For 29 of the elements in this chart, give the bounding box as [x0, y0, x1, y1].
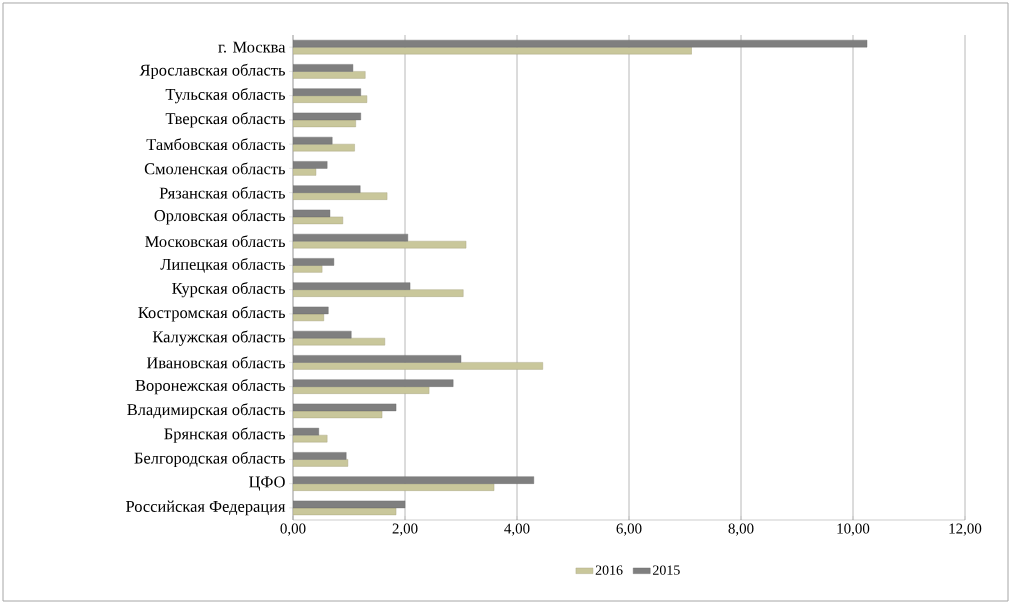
- y-tick-label: Белгородская область: [134, 451, 286, 468]
- legend-label: 2015: [653, 565, 680, 575]
- x-tick-label: 10,00: [837, 523, 870, 536]
- y-tick-label: Московская область: [145, 235, 286, 248]
- y-tick-label: Тверская область: [165, 112, 286, 128]
- x-tick-label: 0,00: [280, 523, 306, 536]
- y-tick-label: Тульская область: [165, 87, 286, 104]
- y-tick-label: ЦФО: [249, 476, 285, 491]
- y-tick-label: Орловская область: [154, 209, 285, 225]
- y-tick-label: Рязанская область: [159, 186, 285, 199]
- x-tick-label: 6,00: [616, 523, 642, 536]
- y-tick-label: Брянская область: [164, 427, 285, 443]
- y-tick-label: Смоленская область: [144, 162, 286, 175]
- y-tick-label: г. Москва: [218, 41, 286, 53]
- y-tick-label: Тамбовская область: [146, 138, 286, 151]
- y-tick-label: Российская Федерация: [126, 500, 286, 516]
- y-tick-label: Липецкая область: [160, 257, 285, 273]
- y-tick-label: Калужская область: [152, 330, 286, 346]
- y-tick-label: Ярославская область: [139, 63, 285, 80]
- y-tick-label: Воронежская область: [135, 379, 285, 395]
- y-tick-label: Ивановская область: [146, 356, 285, 369]
- x-tick-label: 8,00: [728, 523, 754, 536]
- y-tick-label: Владимирская область: [127, 403, 285, 419]
- x-tick-label: 2,00: [392, 523, 418, 536]
- x-tick-label: 4,00: [504, 523, 530, 536]
- x-tick-label: 12,00: [949, 523, 982, 536]
- y-tick-label: Курская область: [172, 281, 285, 298]
- y-tick-label: Костромская область: [138, 306, 286, 322]
- legend-label: 2016: [595, 565, 623, 575]
